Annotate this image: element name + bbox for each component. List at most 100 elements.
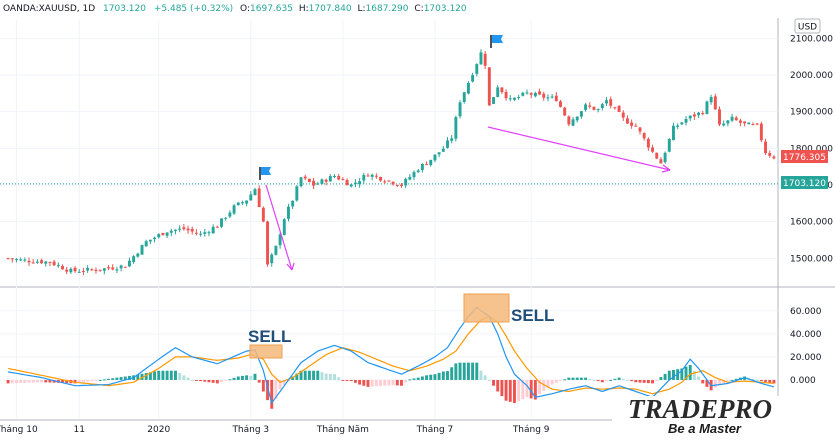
trend-arrow-1 [265,184,295,271]
candle-body [487,67,491,106]
candle-body [328,176,332,182]
flag-icon [259,167,271,180]
candle-body [634,125,638,127]
candle-body [6,258,10,260]
candle-body [567,116,571,125]
candle-body [433,154,437,161]
candle-body [621,112,625,118]
macd-histogram-bar [550,379,554,385]
candle-body [153,237,157,240]
macd-histogram-bar [613,378,617,380]
candle-body [333,176,336,178]
macd-histogram-bar [718,379,721,386]
macd-histogram-bar [416,377,420,380]
macd-histogram-bar [625,379,629,381]
candle-body [466,82,470,94]
candle-body [408,176,412,180]
close-label: C: [414,4,423,14]
currency-button[interactable]: USD [794,18,821,34]
macd-histogram-bar [362,379,366,386]
macd-histogram-bar [521,379,525,400]
macd-histogram-bar [575,377,579,380]
macd-histogram-bar [157,370,161,380]
macd-histogram-bar [119,377,123,380]
candle-body [475,64,479,74]
candle-body [190,228,194,232]
candle-body [600,104,604,109]
candle-body [692,114,696,117]
candle-body [303,176,307,179]
candle-body [738,120,742,123]
sell-zone-1 [249,344,283,359]
candle-body [697,112,701,116]
macd-histogram-bar [684,366,688,380]
candle-body [266,221,270,265]
macd-histogram-bar [412,378,416,380]
candle-body [722,123,726,126]
macd-histogram-bar [399,379,403,386]
macd-histogram-bar [487,379,491,381]
candle-body [366,175,370,177]
macd-tick-label: 0.000 [790,376,816,386]
candle-body [52,261,56,266]
candle-body [23,259,27,261]
candle-body [178,228,182,230]
currency-label: USD [798,23,817,33]
candle-body [437,152,441,155]
macd-histogram-bar [140,373,144,380]
macd-histogram-bar [240,375,244,380]
candle-body [174,229,177,231]
time-tick-label: Tháng 9 [512,425,550,435]
macd-histogram-bar [224,379,228,381]
candle-body [768,153,772,156]
macd-histogram-bar [232,377,236,380]
macd-histogram-bar [425,375,429,380]
macd-histogram-bar [596,379,600,382]
candle-body [533,92,537,97]
candle-body [609,99,613,106]
candle-body [35,261,39,263]
macd-histogram-bar [220,379,223,383]
current-price-badge: 1776.305 [781,150,828,163]
candle-body [395,184,399,186]
candle-body [734,117,738,121]
candle-body [596,109,600,111]
svg-text:1776.305: 1776.305 [783,153,826,163]
macd-histogram-bar [387,379,391,386]
candle-body [123,266,127,268]
time-tick-label: 11 [74,425,85,435]
macd-histogram-bar [462,362,466,380]
candle-body [140,245,144,255]
candle-body [127,260,131,267]
candle-body [207,232,211,234]
open-label: O: [240,4,250,14]
sell-label-1: SELL [248,327,291,346]
trend-arrow-2 [487,126,671,173]
time-tick-label: Tháng Năm [316,425,369,435]
candle-body [299,177,303,187]
candle-body [458,102,462,117]
macd-histogram-bar [471,362,475,380]
open-value: 1697.635 [250,4,293,14]
macd-histogram-bar [475,362,479,380]
macd-histogram-bar [182,375,186,380]
macd-histogram-bar [759,379,763,382]
macd-histogram-bar [701,379,705,384]
candle-body [416,170,420,173]
macd-histogram-bar [203,379,207,382]
candle-body [525,92,529,94]
macd-histogram-bar [23,379,27,383]
macd-histogram-bar [600,379,604,383]
macd-histogram-bar [512,379,516,404]
candle-body [165,232,169,236]
candle-body [257,188,261,208]
macd-histogram-bar [563,379,567,381]
macd-histogram-bar [253,373,257,380]
macd-histogram-bar [559,379,562,382]
macd-histogram-bar [592,379,596,381]
macd-histogram-bar [621,378,625,380]
macd-histogram-bar [98,379,102,381]
candle-body [379,177,383,181]
macd-histogram-bar [726,379,730,382]
